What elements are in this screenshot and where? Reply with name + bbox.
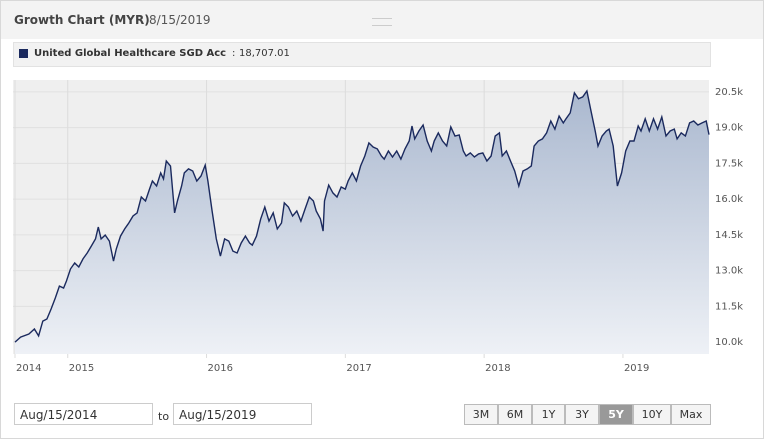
range-button[interactable]: 10Y xyxy=(633,404,671,425)
drag-handle[interactable] xyxy=(372,18,392,26)
range-button[interactable]: 6M xyxy=(498,404,532,425)
chart: 10.0k 11.5k 13.0k 14.5k 16.0k 17.5k 19.0k 20.5k… xyxy=(13,80,743,371)
date: 8/15/2019 xyxy=(149,13,211,27)
x-tick-label: 2016 xyxy=(208,363,233,371)
y-tick-label: 17.5k xyxy=(715,158,743,169)
y-tick-label: 16.0k xyxy=(715,194,743,205)
legend-sep: : xyxy=(232,48,236,59)
y-tick-label: 13.0k xyxy=(715,266,743,277)
to-label: to xyxy=(158,410,170,423)
range-button[interactable]: 1Y xyxy=(532,404,565,425)
x-tick-label: 2015 xyxy=(69,363,94,371)
y-tick-label: 11.5k xyxy=(715,301,743,312)
end-date[interactable]: Aug/15/2019 xyxy=(173,403,312,425)
range-button[interactable]: 5Y xyxy=(599,404,633,425)
y-tick-label: 10.0k xyxy=(715,337,743,348)
range-button[interactable]: 3M xyxy=(464,404,498,425)
x-tick-label: 2019 xyxy=(624,363,649,371)
line xyxy=(14,89,710,343)
y-tick-label: 19.0k xyxy=(715,123,743,134)
start-date[interactable]: Aug/15/2014 xyxy=(14,403,153,425)
range-button[interactable]: Max xyxy=(671,404,711,425)
title: Growth Chart (MYR) xyxy=(14,13,150,27)
y-tick-label: 20.5k xyxy=(715,87,743,98)
range-button[interactable]: 3Y xyxy=(565,404,599,425)
legend-name: United Global Healthcare SGD Acc xyxy=(34,48,227,59)
legend-value: 18,707.01 xyxy=(239,48,290,59)
header: Growth Chart (MYR) 8/15/2019 xyxy=(1,1,763,39)
y-tick-label: 14.5k xyxy=(715,230,743,241)
legend-swatch xyxy=(19,49,28,58)
area xyxy=(15,91,709,354)
x-tick-label: 2014 xyxy=(16,363,41,371)
legend: United Global Healthcare SGD Acc : 18,70… xyxy=(13,42,711,67)
x-tick-label: 2018 xyxy=(485,363,510,371)
x-tick-label: 2017 xyxy=(346,363,371,371)
